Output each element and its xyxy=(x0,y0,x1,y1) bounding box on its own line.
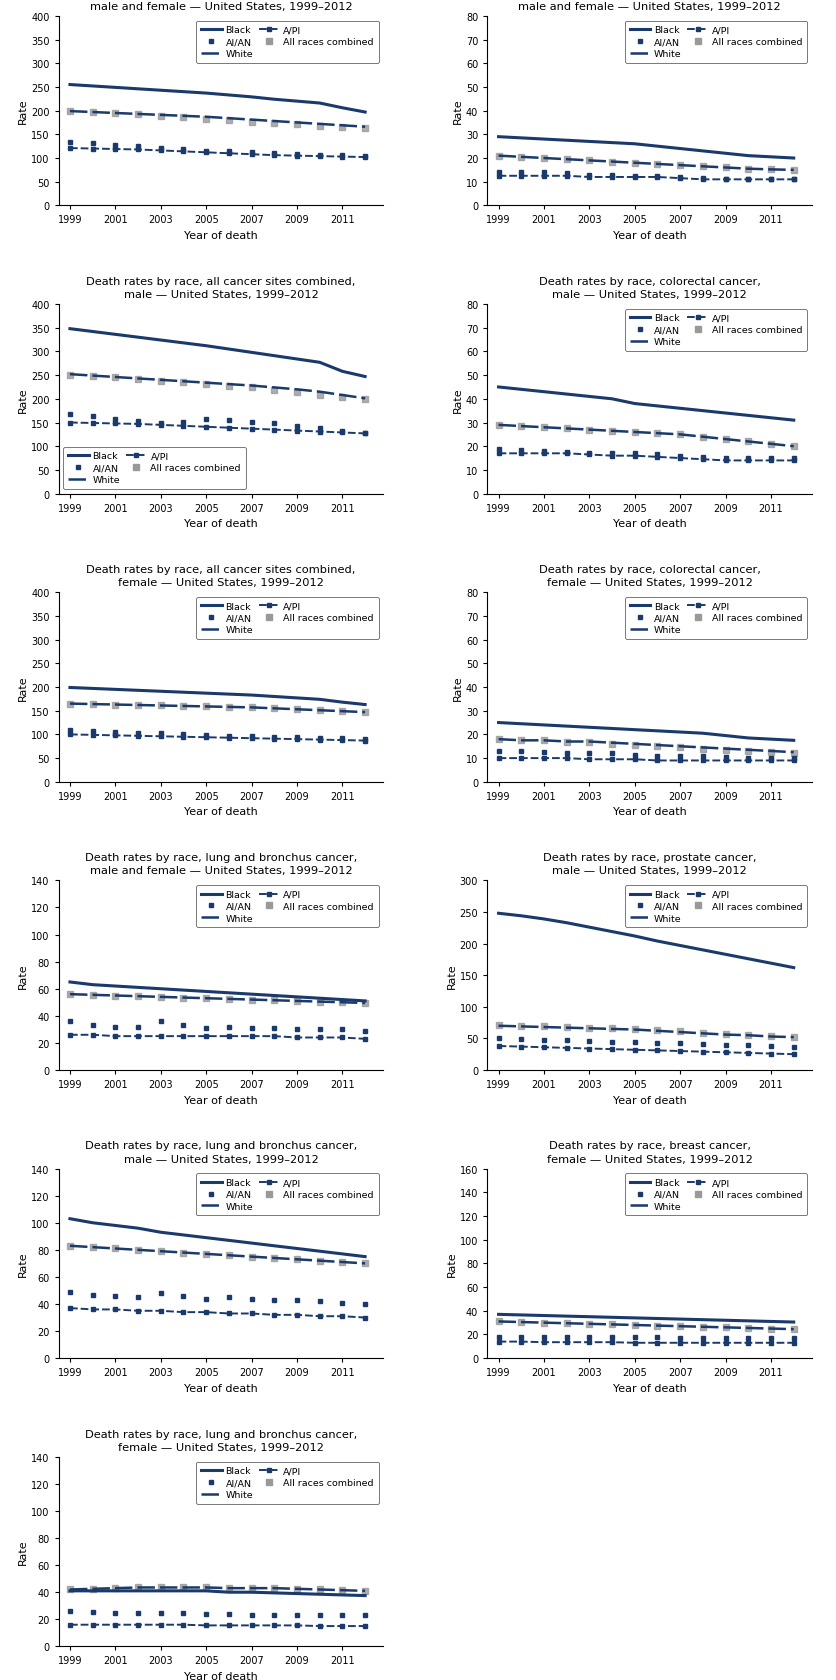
Legend: Black, AI/AN, White, A/PI, All races combined: Black, AI/AN, White, A/PI, All races com… xyxy=(196,22,378,64)
X-axis label: Year of death: Year of death xyxy=(612,1383,686,1393)
Y-axis label: Rate: Rate xyxy=(452,675,462,701)
Title: Death rates by race, lung and bronchus cancer,
female — United States, 1999–2012: Death rates by race, lung and bronchus c… xyxy=(84,1428,357,1452)
X-axis label: Year of death: Year of death xyxy=(184,230,257,240)
X-axis label: Year of death: Year of death xyxy=(612,230,686,240)
X-axis label: Year of death: Year of death xyxy=(184,1095,257,1105)
Title: Death rates by race, all cancer sites combined,
male and female — United States,: Death rates by race, all cancer sites co… xyxy=(86,0,355,12)
Title: Death rates by race, all cancer sites combined,
female — United States, 1999–201: Death rates by race, all cancer sites co… xyxy=(86,564,355,588)
Title: Death rates by race, all cancer sites combined,
male — United States, 1999–2012: Death rates by race, all cancer sites co… xyxy=(86,277,355,301)
Y-axis label: Rate: Rate xyxy=(452,99,462,124)
Legend: Black, AI/AN, White, A/PI, All races combined: Black, AI/AN, White, A/PI, All races com… xyxy=(64,447,245,489)
X-axis label: Year of death: Year of death xyxy=(612,519,686,529)
Title: Death rates by race, lung and bronchus cancer,
male and female — United States, : Death rates by race, lung and bronchus c… xyxy=(84,853,357,875)
Y-axis label: Rate: Rate xyxy=(446,1252,456,1277)
X-axis label: Year of death: Year of death xyxy=(184,519,257,529)
X-axis label: Year of death: Year of death xyxy=(184,1383,257,1393)
Legend: Black, AI/AN, White, A/PI, All races combined: Black, AI/AN, White, A/PI, All races com… xyxy=(624,22,806,64)
Y-axis label: Rate: Rate xyxy=(18,99,28,124)
Legend: Black, AI/AN, White, A/PI, All races combined: Black, AI/AN, White, A/PI, All races com… xyxy=(624,598,806,640)
X-axis label: Year of death: Year of death xyxy=(184,1672,257,1680)
Title: Death rates by race, colorectal cancer,
female — United States, 1999–2012: Death rates by race, colorectal cancer, … xyxy=(538,564,760,588)
Legend: Black, AI/AN, White, A/PI, All races combined: Black, AI/AN, White, A/PI, All races com… xyxy=(196,885,378,927)
X-axis label: Year of death: Year of death xyxy=(184,806,257,816)
Title: Death rates by race, colorectal cancer,
male and female — United States, 1999–20: Death rates by race, colorectal cancer, … xyxy=(517,0,780,12)
Y-axis label: Rate: Rate xyxy=(18,1539,28,1564)
Y-axis label: Rate: Rate xyxy=(452,386,462,412)
Legend: Black, AI/AN, White, A/PI, All races combined: Black, AI/AN, White, A/PI, All races com… xyxy=(196,1174,378,1216)
Legend: Black, AI/AN, White, A/PI, All races combined: Black, AI/AN, White, A/PI, All races com… xyxy=(196,1462,378,1504)
Y-axis label: Rate: Rate xyxy=(18,675,28,701)
Y-axis label: Rate: Rate xyxy=(18,963,28,988)
Legend: Black, AI/AN, White, A/PI, All races combined: Black, AI/AN, White, A/PI, All races com… xyxy=(624,885,806,927)
Title: Death rates by race, breast cancer,
female — United States, 1999–2012: Death rates by race, breast cancer, fema… xyxy=(546,1141,752,1164)
Y-axis label: Rate: Rate xyxy=(18,386,28,412)
Y-axis label: Rate: Rate xyxy=(446,963,456,988)
X-axis label: Year of death: Year of death xyxy=(612,806,686,816)
Title: Death rates by race, colorectal cancer,
male — United States, 1999–2012: Death rates by race, colorectal cancer, … xyxy=(538,277,760,301)
Y-axis label: Rate: Rate xyxy=(18,1252,28,1277)
X-axis label: Year of death: Year of death xyxy=(612,1095,686,1105)
Title: Death rates by race, lung and bronchus cancer,
male — United States, 1999–2012: Death rates by race, lung and bronchus c… xyxy=(84,1141,357,1164)
Legend: Black, AI/AN, White, A/PI, All races combined: Black, AI/AN, White, A/PI, All races com… xyxy=(196,598,378,640)
Legend: Black, AI/AN, White, A/PI, All races combined: Black, AI/AN, White, A/PI, All races com… xyxy=(624,1174,806,1216)
Legend: Black, AI/AN, White, A/PI, All races combined: Black, AI/AN, White, A/PI, All races com… xyxy=(624,309,806,351)
Title: Death rates by race, prostate cancer,
male — United States, 1999–2012: Death rates by race, prostate cancer, ma… xyxy=(542,853,756,875)
